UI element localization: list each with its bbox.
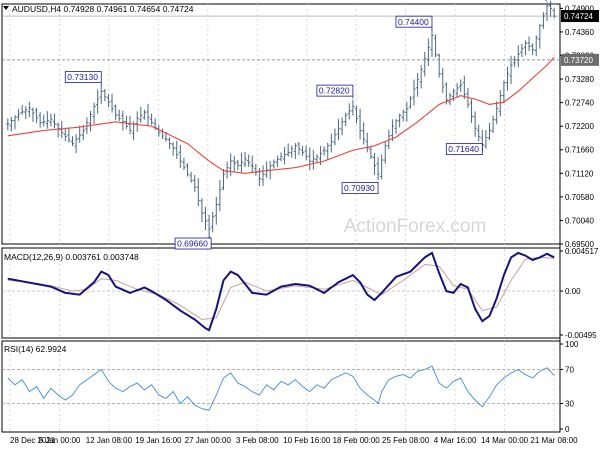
x-tick-label: 12 Jan 08:00 <box>86 436 133 445</box>
annotation-label: 0.70930 <box>344 183 375 193</box>
x-tick-label: 28 Dec 2021 <box>10 436 56 445</box>
annotation-box <box>395 15 433 28</box>
watermark: ActionForex.com <box>344 216 487 237</box>
reference-price-tag <box>561 53 599 66</box>
annotation-box <box>64 71 102 83</box>
rsi-tick-label: 0 <box>565 425 570 434</box>
x-tick-label: 19 Jan 16:00 <box>135 436 182 445</box>
x-tick-label: 4 Mar 16:00 <box>434 436 477 445</box>
price-tick-label: 0.69500 <box>565 240 594 249</box>
current-price-label: 0.74724 <box>564 12 593 21</box>
price-header: AUDUSD,H4 0.74928 0.74961 0.74654 0.7472… <box>12 4 194 14</box>
x-tick-label: 27 Jan 00:00 <box>185 436 232 445</box>
rsi-panel-frame <box>1 340 561 433</box>
annotation-leader <box>545 0 548 2</box>
price-tick-label: 0.72200 <box>565 122 594 131</box>
x-tick-label: 18 Feb 00:00 <box>333 436 381 445</box>
x-tick-label: 21 Mar 08:00 <box>530 436 578 445</box>
macd-signal-line <box>7 256 555 321</box>
price-panel-frame <box>1 3 561 245</box>
moving-average-line <box>7 56 555 174</box>
price-tick-label: 0.71120 <box>565 169 594 178</box>
annotation-box <box>174 237 212 250</box>
annotation-label: 0.74400 <box>398 17 429 27</box>
rsi-line <box>7 365 555 411</box>
x-tick-label: 3 Feb 08:00 <box>236 436 279 445</box>
annotation-label: 0.71640 <box>448 144 479 154</box>
macd-tick-label: 0.004517 <box>565 247 599 256</box>
rsi-tick-label: 30 <box>565 400 574 409</box>
x-tick-label: 14 Mar 00:00 <box>481 436 529 445</box>
annotation-box <box>316 84 354 97</box>
x-tick-label: 5 Jan 00:00 <box>39 436 81 445</box>
price-tick-label: 0.70040 <box>565 216 594 225</box>
header-marker-icon <box>3 6 9 10</box>
price-tick-label: 0.71660 <box>565 146 594 155</box>
rsi-tick-label: 70 <box>565 366 574 375</box>
current-price-tag <box>561 10 599 23</box>
annotation-label: 0.72820 <box>319 86 350 96</box>
annotation-label: 0.73130 <box>67 72 98 82</box>
price-tick-label: 0.73280 <box>565 75 594 84</box>
reference-price-label: 0.73720 <box>564 56 593 65</box>
macd-line <box>7 251 555 332</box>
rsi-title: RSI(14) 62.9924 <box>4 344 67 354</box>
x-tick-label: 25 Feb 08:00 <box>382 436 430 445</box>
macd-tick-label: -0.00495 <box>565 331 597 340</box>
annotation-leader <box>208 236 212 239</box>
annotation-label: 0.69660 <box>177 239 208 249</box>
rsi-tick-label: 100 <box>565 340 579 349</box>
x-tick-label: 10 Feb 16:00 <box>283 436 331 445</box>
annotation-box <box>341 182 379 195</box>
price-tick-label: 0.74900 <box>565 4 594 13</box>
macd-tick-label: 0.00 <box>565 287 581 296</box>
price-tick-label: 0.74360 <box>565 28 594 37</box>
macd-title: MACD(12,26,9) 0.003761 0.003748 <box>4 252 139 262</box>
price-tick-label: 0.70580 <box>565 193 594 202</box>
price-tick-label: 0.72740 <box>565 99 594 108</box>
